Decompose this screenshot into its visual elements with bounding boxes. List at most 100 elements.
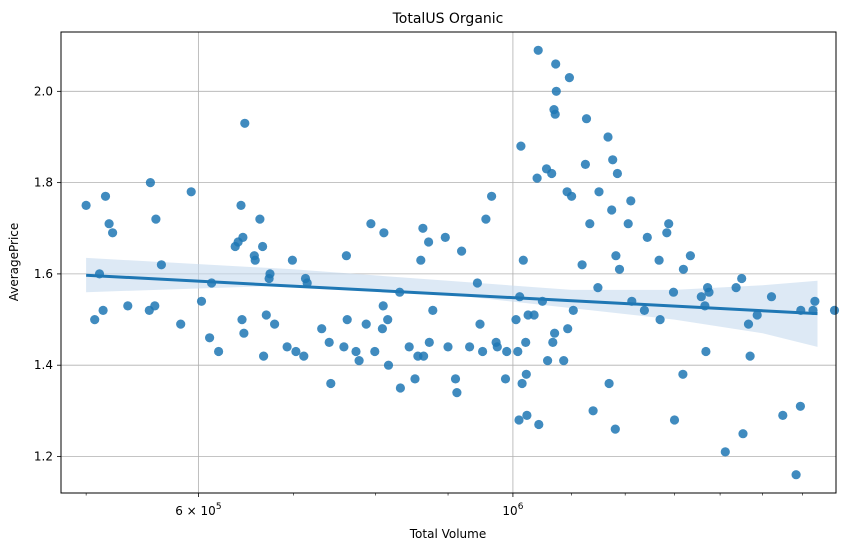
data-point [287, 255, 297, 265]
data-point [532, 173, 542, 183]
data-point [662, 228, 672, 238]
data-point [529, 310, 539, 320]
data-point [424, 237, 434, 247]
data-point [550, 328, 560, 338]
data-point [428, 305, 438, 315]
data-point [745, 351, 755, 361]
data-point [642, 232, 652, 242]
data-point [90, 315, 100, 325]
data-point [623, 219, 633, 229]
data-point [668, 287, 679, 297]
data-point [108, 228, 118, 238]
data-point [533, 45, 543, 55]
data-point [548, 337, 558, 347]
data-point [743, 319, 754, 329]
data-point [196, 296, 207, 306]
data-point [186, 187, 196, 197]
data-point [577, 260, 587, 270]
data-point [720, 447, 730, 457]
data-point [383, 315, 393, 325]
data-point [795, 401, 806, 411]
data-point [678, 369, 688, 379]
data-point [701, 346, 711, 357]
data-point [810, 296, 820, 306]
scatter-points [81, 45, 840, 480]
data-point [568, 305, 578, 315]
data-point [516, 141, 526, 151]
data-point [487, 191, 497, 201]
data-point [98, 305, 108, 315]
chart-title: TotalUS Organic [392, 11, 504, 27]
data-point [366, 219, 376, 229]
data-point [567, 191, 577, 201]
data-point [123, 301, 133, 311]
data-point [543, 356, 553, 366]
axis-ticks: 1.2 1.4 1.6 1.8 2.0 6 × 105 106 [34, 84, 803, 518]
data-point [791, 470, 801, 480]
data-point [614, 264, 625, 274]
data-point [156, 260, 166, 270]
data-point [511, 315, 521, 325]
data-point [259, 351, 269, 361]
data-point [450, 374, 461, 384]
data-point [564, 73, 575, 83]
data-point [517, 378, 527, 389]
data-point [236, 200, 246, 210]
data-point [354, 356, 364, 366]
data-point [654, 255, 664, 265]
data-point [176, 319, 186, 329]
data-point [478, 346, 488, 357]
data-point [299, 351, 309, 361]
data-point [351, 346, 361, 357]
x-tick-label: 106 [502, 502, 523, 518]
data-point [588, 406, 598, 416]
data-point [324, 337, 334, 347]
data-point [240, 118, 250, 128]
y-tick-label: 1.8 [34, 176, 53, 190]
data-point [513, 346, 523, 357]
data-point [326, 378, 336, 389]
data-point [518, 255, 528, 265]
data-point [502, 346, 512, 357]
data-point [752, 310, 762, 320]
data-point [604, 378, 614, 389]
data-point [521, 369, 531, 379]
data-point [500, 374, 511, 384]
data-point [829, 305, 840, 315]
data-point [738, 429, 748, 439]
data-point [395, 383, 405, 393]
data-point [238, 232, 248, 242]
data-point [258, 241, 268, 252]
data-point [611, 251, 621, 261]
data-point [424, 337, 434, 347]
y-tick-label: 1.2 [34, 449, 53, 463]
data-point [214, 346, 224, 357]
data-point [534, 419, 544, 430]
data-point [270, 319, 280, 329]
y-axis-title: AveragePrice [7, 223, 21, 302]
data-point [492, 342, 502, 352]
data-point [150, 301, 160, 311]
data-point [205, 333, 215, 343]
y-tick-label: 1.4 [34, 358, 53, 372]
data-point [383, 360, 394, 370]
data-point [361, 319, 371, 329]
data-point [339, 342, 349, 352]
data-point [265, 269, 275, 279]
data-point [239, 328, 249, 338]
data-point [664, 219, 674, 229]
data-point [457, 246, 467, 256]
data-point [551, 86, 561, 96]
data-point [626, 196, 636, 206]
data-point [685, 251, 696, 261]
data-point [104, 219, 114, 229]
x-tick-label: 6 × 105 [175, 502, 221, 518]
data-point [317, 324, 327, 334]
data-point [778, 410, 788, 420]
data-point [766, 292, 777, 302]
data-point [731, 283, 741, 293]
data-point [378, 301, 388, 311]
data-point [475, 319, 485, 329]
data-point [639, 305, 650, 315]
